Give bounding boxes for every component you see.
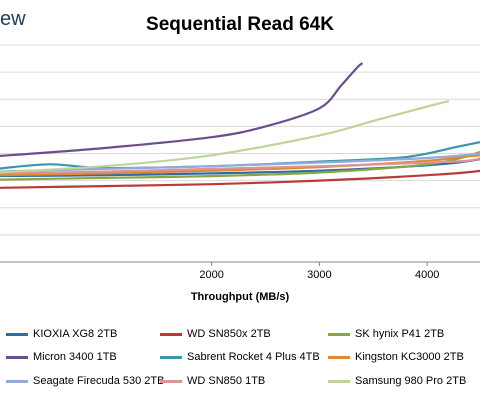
- legend-label: WD SN850 1TB: [187, 375, 266, 387]
- series-lines: [0, 62, 480, 189]
- series-line-8: [0, 157, 480, 175]
- line-chart: 02000300040005000: [0, 44, 480, 281]
- legend-label: Kingston KC3000 2TB: [355, 351, 464, 363]
- series-line-9: [0, 100, 450, 174]
- x-tick-labels: 02000300040005000: [199, 262, 439, 281]
- x-tick-label: 4000: [415, 269, 439, 281]
- legend-item: Kingston KC3000 2TB: [328, 350, 464, 364]
- legend-item: Micron 3400 1TB: [6, 350, 117, 364]
- legend-swatch: [328, 355, 350, 359]
- series-line-7: [0, 152, 480, 173]
- legend-swatch: [160, 379, 182, 383]
- chart-title: Sequential Read 64K: [146, 14, 334, 35]
- legend-item: Samsung 980 Pro 2TB: [328, 374, 466, 388]
- legend-swatch: [328, 379, 350, 383]
- legend-item: WD SN850x 2TB: [160, 327, 271, 341]
- legend-label: Sabrent Rocket 4 Plus 4TB: [187, 351, 320, 363]
- grid-lines: [0, 44, 480, 263]
- legend-label: Micron 3400 1TB: [33, 351, 117, 363]
- series-line-4: [0, 62, 364, 158]
- x-axis-label: Throughput (MB/s): [190, 291, 290, 303]
- series-line-1: [0, 157, 480, 178]
- logo-watermark: ew: [0, 8, 26, 30]
- x-tick-label: 2000: [199, 269, 223, 281]
- legend-swatch: [160, 355, 182, 359]
- legend-swatch: [160, 332, 182, 336]
- legend-item: WD SN850 1TB: [160, 374, 265, 388]
- legend: KIOXIA XG8 2TB WD SN850x 2TB SK hynix P41 …: [0, 320, 480, 401]
- legend-swatch: [6, 355, 28, 359]
- legend-swatch: [328, 332, 350, 336]
- legend-item: KIOXIA XG8 2TB: [6, 327, 117, 341]
- series-line-3: [0, 150, 480, 181]
- legend-label: WD SN850x 2TB: [187, 328, 271, 340]
- legend-item: Sabrent Rocket 4 Plus 4TB: [160, 350, 320, 364]
- x-tick-label: 3000: [307, 269, 331, 281]
- legend-label: Seagate Firecuda 530 2TB: [33, 375, 165, 387]
- legend-item: Seagate Firecuda 530 2TB: [6, 374, 164, 388]
- legend-label: Samsung 980 Pro 2TB: [355, 375, 467, 387]
- series-line-2: [0, 169, 480, 189]
- legend-label: KIOXIA XG8 2TB: [33, 328, 118, 340]
- legend-label: SK hynix P41 2TB: [355, 328, 445, 340]
- legend-item: SK hynix P41 2TB: [328, 327, 444, 341]
- legend-swatch: [6, 332, 28, 336]
- legend-swatch: [6, 379, 28, 383]
